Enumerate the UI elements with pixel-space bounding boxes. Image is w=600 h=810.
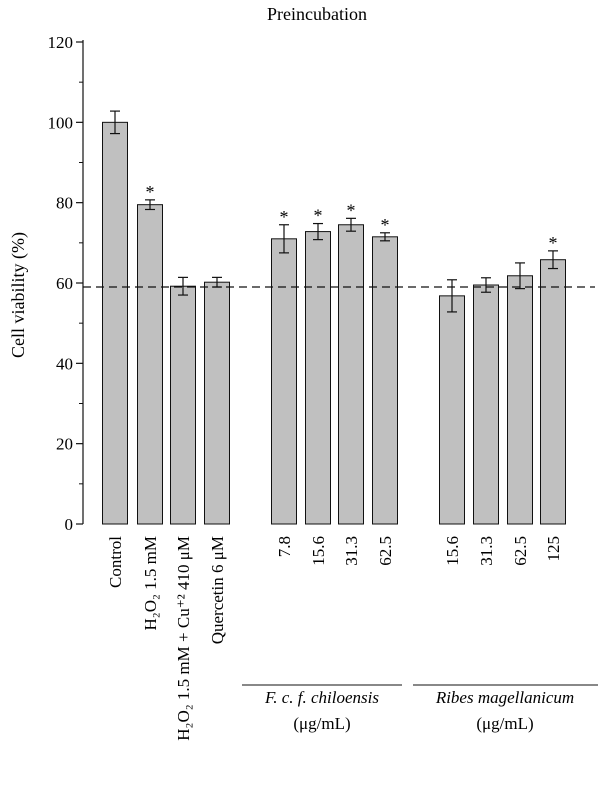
- bar: [204, 281, 230, 525]
- category-label: 62.5: [511, 536, 530, 566]
- category-label: 7.8: [275, 536, 294, 557]
- y-tick-label: 100: [48, 113, 74, 132]
- significance-marker: *: [280, 207, 289, 227]
- plot-area: 0 20 40 60 80 100 120 Control * H₂O₂ 1.5 mM H₂O₂ 1…: [48, 33, 595, 741]
- significance-marker: *: [549, 233, 558, 253]
- category-label: 15.6: [309, 536, 328, 566]
- y-tick-label: 60: [56, 274, 73, 293]
- category-label: Quercetin 6 μM: [208, 536, 227, 644]
- bar: [338, 224, 364, 525]
- bar: [137, 204, 163, 525]
- group-label-ribes: Ribes magellanicum: [435, 688, 574, 707]
- y-tick-label: 80: [56, 194, 73, 213]
- bar: [305, 231, 331, 525]
- category-label: H₂O₂ 1.5 mM + Cu⁺² 410 μM: [174, 536, 193, 741]
- y-tick-label: 20: [56, 435, 73, 454]
- bar: [540, 259, 566, 525]
- group-unit-chiloensis: (μg/mL): [293, 714, 350, 733]
- significance-marker: *: [314, 206, 323, 226]
- category-label: H₂O₂ 1.5 mM: [141, 536, 160, 631]
- bar: [372, 236, 398, 525]
- y-tick-label: 40: [56, 354, 73, 373]
- bar: [102, 121, 128, 525]
- bar: [170, 285, 196, 525]
- significance-marker: *: [146, 182, 155, 202]
- bar: [439, 295, 465, 525]
- category-label: 125: [544, 536, 563, 562]
- bar: [507, 275, 533, 525]
- significance-marker: *: [381, 215, 390, 235]
- y-tick-label: 0: [65, 515, 74, 534]
- bar: [473, 284, 499, 525]
- group-unit-ribes: (μg/mL): [476, 714, 533, 733]
- category-label: 31.3: [342, 536, 361, 566]
- y-axis-label: Cell viability (%): [8, 232, 29, 358]
- category-label: 62.5: [376, 536, 395, 566]
- category-label: 31.3: [477, 536, 496, 566]
- category-label: Control: [106, 536, 125, 588]
- y-tick-label: 120: [48, 33, 74, 52]
- chart-title: Preincubation: [267, 4, 367, 24]
- group-label-chiloensis: F. c. f. chiloensis: [264, 688, 379, 707]
- bar: [271, 238, 297, 525]
- category-label: 15.6: [443, 536, 462, 566]
- significance-marker: *: [347, 200, 356, 220]
